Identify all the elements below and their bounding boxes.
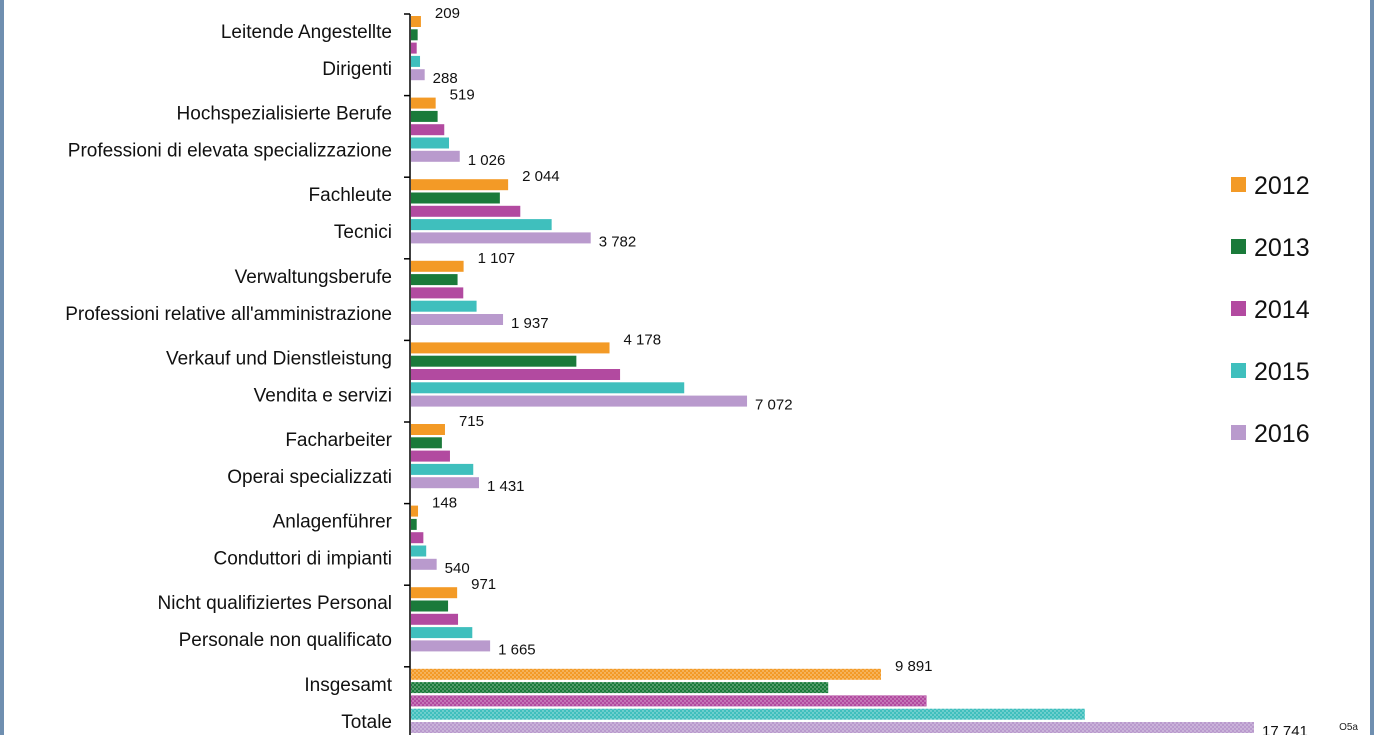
data-label: 1 937 [511, 315, 549, 332]
bar-2016-cat1 [411, 150, 460, 162]
bar-2015-cat5 [411, 463, 474, 475]
category-label: Verwaltungsberufe [235, 267, 392, 288]
bar-2016-cat0 [411, 69, 425, 81]
bar-2013-cat0 [411, 29, 418, 41]
data-label: 9 891 [895, 658, 933, 675]
bar-2014-cat3 [411, 287, 464, 299]
legend-swatch-2014 [1231, 301, 1246, 316]
category-label: Nicht qualifiziertes Personal [158, 593, 392, 614]
bar-2013-cat1 [411, 110, 438, 122]
category-label: Tecnici [334, 222, 392, 243]
data-label: 288 [433, 70, 458, 87]
bar-2014-cat1 [411, 124, 445, 136]
category-label: Vendita e servizi [254, 385, 392, 406]
category-label: Verkauf und Dienstleistung [166, 348, 392, 369]
data-label: 1 107 [478, 250, 516, 267]
category-label: Facharbeiter [285, 430, 392, 451]
data-label: 1 431 [487, 478, 525, 495]
bar-2013-cat7 [411, 600, 449, 612]
bar-2016-cat4 [411, 395, 748, 407]
category-label: Totale [341, 712, 392, 733]
bar-2012-cat3 [411, 260, 464, 272]
category-label: Personale non qualificato [179, 630, 392, 651]
bar-2015-cat2 [411, 219, 552, 231]
bar-2012-cat1 [411, 97, 436, 109]
data-label: 1 665 [498, 641, 536, 658]
bar-2013-cat5 [411, 437, 442, 449]
bar-2015-cat6 [411, 545, 427, 557]
bar-2012-cat7 [411, 587, 458, 599]
bar-2014-cat4 [411, 369, 621, 380]
bar-2015-cat1 [411, 137, 450, 149]
bar-2012-cat8 [411, 668, 881, 680]
category-label: Professioni di elevata specializzazione [68, 141, 392, 162]
bar-2013-cat3 [411, 274, 458, 286]
bar-2016-cat8 [411, 722, 1254, 733]
bar-2016-cat3 [411, 314, 504, 325]
category-label: Insgesamt [304, 675, 392, 696]
category-label: Professioni relative all'amministrazione [65, 304, 392, 325]
legend-label-2014: 2014 [1254, 296, 1310, 324]
data-label: 2 044 [522, 168, 560, 185]
data-label: 4 178 [624, 331, 662, 348]
bar-2013-cat2 [411, 192, 500, 204]
data-label: 148 [432, 495, 457, 512]
bar-2015-cat4 [411, 382, 685, 394]
bar-2016-cat2 [411, 232, 591, 244]
bar-2016-cat6 [411, 558, 437, 570]
legend-swatch-2015 [1231, 363, 1246, 378]
data-label: 540 [445, 560, 470, 577]
bar-2012-cat0 [411, 16, 421, 27]
legend-swatch-2013 [1231, 239, 1246, 254]
legend-swatch-2012 [1231, 177, 1246, 192]
category-label: Fachleute [309, 185, 392, 206]
data-label: 1 026 [468, 152, 506, 169]
bar-2015-cat3 [411, 300, 477, 312]
data-label: 3 782 [599, 233, 637, 250]
data-label: 209 [435, 5, 460, 22]
bar-2015-cat7 [411, 627, 473, 639]
category-label: Leitende Angestellte [221, 22, 392, 43]
bar-chart: Leitende Angestellte Dirigenti Hochspezial… [65, 5, 1310, 735]
category-label: Dirigenti [322, 59, 392, 80]
bar-2016-cat7 [411, 640, 491, 652]
bar-2014-cat6 [411, 532, 424, 544]
data-label: 17 741 [1262, 723, 1308, 735]
category-label: Anlagenführer [273, 512, 393, 533]
legend-swatch-2016 [1231, 425, 1246, 440]
bar-2016-cat5 [411, 477, 479, 489]
legend-label-2012: 2012 [1254, 172, 1310, 200]
category-label: Operai specializzati [227, 467, 392, 488]
bar-2014-cat8 [411, 695, 927, 707]
bar-2014-cat5 [411, 450, 450, 462]
bar-2012-cat6 [411, 505, 419, 517]
category-label: Conduttori di impianti [214, 549, 392, 570]
data-label: 971 [471, 576, 496, 593]
data-label: 715 [459, 413, 484, 430]
bar-2012-cat4 [411, 342, 610, 354]
data-label: 519 [450, 87, 475, 104]
figure-code: O5a [1339, 722, 1358, 733]
legend-label-2016: 2016 [1254, 420, 1310, 448]
bar-2014-cat2 [411, 205, 521, 217]
bar-2015-cat8 [411, 708, 1085, 720]
bar-2015-cat0 [411, 55, 421, 67]
legend-label-2015: 2015 [1254, 358, 1310, 386]
bar-2013-cat4 [411, 355, 577, 367]
bar-2013-cat8 [411, 682, 829, 694]
legend-label-2013: 2013 [1254, 234, 1310, 262]
bar-2014-cat0 [411, 42, 417, 54]
data-label: 7 072 [755, 397, 793, 414]
bar-2013-cat6 [411, 518, 417, 530]
bar-2014-cat7 [411, 613, 459, 625]
bar-2012-cat2 [411, 179, 509, 191]
category-label: Hochspezialisierte Berufe [177, 104, 392, 125]
bar-2012-cat5 [411, 424, 445, 435]
